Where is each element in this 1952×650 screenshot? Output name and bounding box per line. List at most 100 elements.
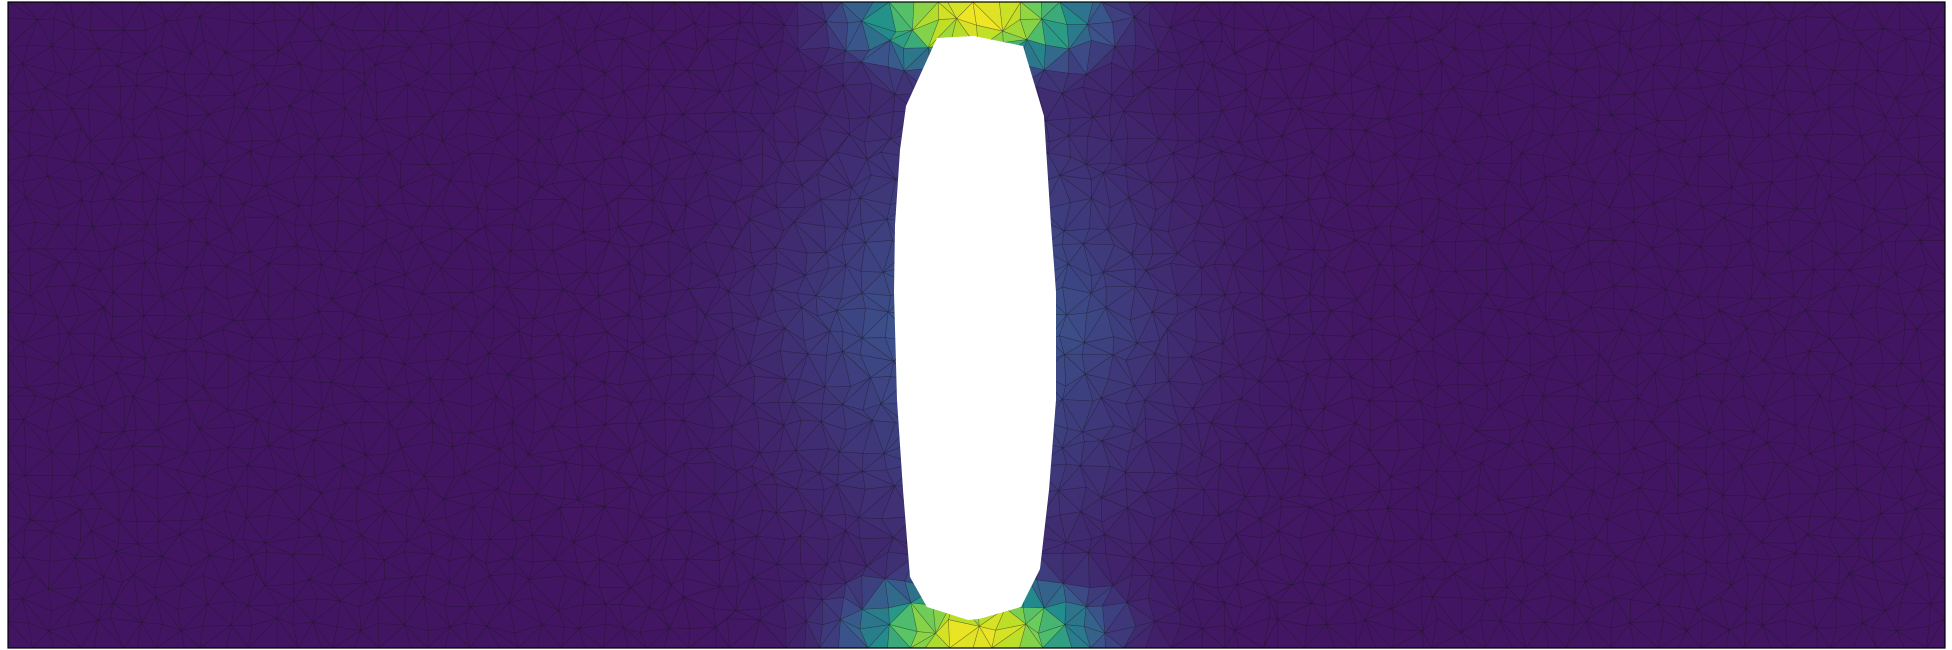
mesh-element <box>407 73 428 90</box>
mesh-element <box>682 113 707 133</box>
mesh-element <box>903 29 929 49</box>
mesh-element <box>622 38 650 71</box>
mesh-element <box>512 48 538 74</box>
mesh-element <box>1036 69 1064 95</box>
mesh-element <box>1528 44 1552 71</box>
mesh-element <box>536 2 559 29</box>
mesh-element <box>1860 43 1879 72</box>
mesh-element <box>487 41 515 71</box>
mesh-element <box>1036 86 1063 122</box>
mesh-element <box>1874 93 1897 118</box>
mesh-element <box>1899 2 1931 30</box>
mesh-element <box>1720 82 1749 114</box>
mesh-element <box>29 137 57 157</box>
mesh-element <box>1676 17 1699 46</box>
mesh-element <box>1828 83 1856 109</box>
mesh-element <box>252 65 276 85</box>
mesh-element <box>155 87 187 108</box>
mesh-element <box>1619 2 1636 32</box>
mesh-element <box>1146 152 1174 184</box>
mesh-element <box>578 130 606 160</box>
mesh-element <box>8 17 39 49</box>
mesh-element <box>22 62 46 94</box>
mesh-element <box>572 110 611 132</box>
mesh-element <box>594 115 625 144</box>
mesh-element <box>1298 94 1336 110</box>
mesh-element <box>1619 30 1631 51</box>
mesh-element <box>1330 128 1355 156</box>
mesh-element <box>1574 47 1597 72</box>
mesh-element <box>1531 104 1554 137</box>
mesh-element <box>1211 40 1236 67</box>
mesh-element <box>1789 2 1820 23</box>
mesh-element <box>382 30 412 48</box>
mesh-element <box>1365 129 1396 164</box>
mesh-element <box>1740 43 1766 67</box>
mesh-element <box>1198 110 1223 143</box>
mesh-element <box>1332 25 1355 44</box>
mesh-element <box>651 2 677 32</box>
mesh-element <box>220 150 251 176</box>
mesh-element <box>1436 87 1454 109</box>
mesh-element <box>185 129 206 165</box>
mesh-element <box>1439 141 1468 166</box>
mesh-element <box>1918 134 1945 164</box>
mesh-element <box>1177 41 1203 67</box>
mesh-element <box>1365 17 1389 49</box>
mesh-element <box>331 154 365 180</box>
mesh-element <box>1783 89 1815 116</box>
mesh-element <box>485 153 519 188</box>
mesh-element <box>1211 110 1240 143</box>
mesh-element <box>728 82 758 113</box>
mesh-element <box>396 30 422 49</box>
mesh-element <box>1805 66 1835 94</box>
mesh-element <box>705 155 741 174</box>
mesh-element <box>773 112 800 144</box>
mesh-element <box>1238 105 1256 143</box>
mesh-element <box>1349 114 1367 132</box>
mesh-element <box>781 24 799 51</box>
mesh-element <box>1634 93 1659 122</box>
mesh-element <box>1044 118 1071 137</box>
mesh-element <box>1277 42 1314 65</box>
mesh-element <box>1478 114 1512 144</box>
mesh-element <box>1102 162 1126 174</box>
mesh-element <box>762 129 784 164</box>
mesh-element <box>313 23 334 41</box>
mesh-element <box>21 2 59 21</box>
mesh-element <box>1019 2 1043 20</box>
mesh-element <box>534 162 560 188</box>
mesh-element <box>1255 97 1289 117</box>
mesh-element <box>688 2 711 24</box>
mesh-element <box>1766 2 1790 22</box>
mesh-element <box>71 108 91 142</box>
mesh-element <box>620 38 649 71</box>
mesh-element <box>1418 61 1443 96</box>
mesh-element <box>1575 65 1601 99</box>
mesh-element <box>28 133 58 156</box>
mesh-element <box>1477 23 1509 48</box>
mesh-element <box>660 133 696 160</box>
mesh-element <box>72 108 91 142</box>
mesh-element <box>344 82 366 116</box>
mesh-element <box>594 26 623 42</box>
mesh-element <box>269 105 291 143</box>
mesh-element <box>683 152 707 180</box>
mesh-element <box>860 40 891 63</box>
mesh-element <box>1370 86 1388 120</box>
mesh-element <box>845 20 863 52</box>
mesh-element <box>228 2 255 25</box>
mesh-element <box>1146 87 1176 116</box>
mesh-element <box>1101 2 1136 23</box>
mesh-element <box>132 107 156 137</box>
mesh-element <box>1654 135 1686 151</box>
mesh-element <box>736 129 764 162</box>
mesh-element <box>868 93 896 118</box>
mesh-element <box>88 108 121 142</box>
mesh-element <box>1769 95 1791 116</box>
mesh-element <box>183 73 212 96</box>
mesh-element <box>352 30 386 51</box>
mesh-element <box>735 38 762 65</box>
